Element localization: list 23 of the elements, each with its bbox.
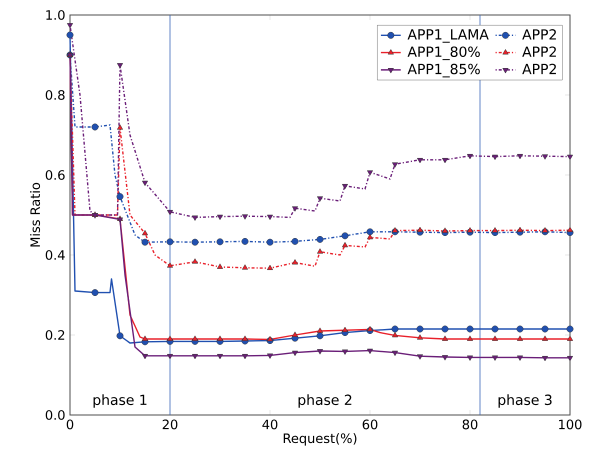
legend-label: APP2 bbox=[522, 64, 556, 74]
y-axis-title: Miss Ratio bbox=[30, 182, 40, 247]
y-tick-label: 1.0 bbox=[46, 10, 65, 20]
x-tick-label: 100 bbox=[559, 420, 582, 430]
x-tick-label: 20 bbox=[162, 420, 178, 430]
y-tick-label: 0.6 bbox=[46, 170, 65, 180]
y-tick-label: 0.4 bbox=[46, 250, 65, 260]
legend-label: APP1_85% bbox=[408, 64, 480, 78]
x-tick-label: 40 bbox=[262, 420, 278, 430]
y-tick-label: 0.2 bbox=[46, 330, 64, 340]
legend-label: APP1_80% bbox=[408, 46, 480, 60]
x-tick-label: 0 bbox=[66, 420, 74, 430]
x-tick-label: 80 bbox=[462, 420, 478, 430]
annotation: phase 2 bbox=[298, 394, 352, 408]
annotation: phase 3 bbox=[498, 394, 552, 408]
x-tick-label: 60 bbox=[362, 420, 378, 430]
x-axis-title: Request(%) bbox=[284, 433, 356, 446]
y-tick-label: 0.8 bbox=[46, 90, 65, 100]
y-tick-label: 0.0 bbox=[46, 410, 65, 420]
legend-label: APP1_LAMA bbox=[408, 29, 489, 43]
legend-label: APP2 bbox=[522, 29, 556, 40]
annotation: phase 1 bbox=[94, 394, 146, 408]
legend-label: APP2 bbox=[522, 46, 556, 57]
